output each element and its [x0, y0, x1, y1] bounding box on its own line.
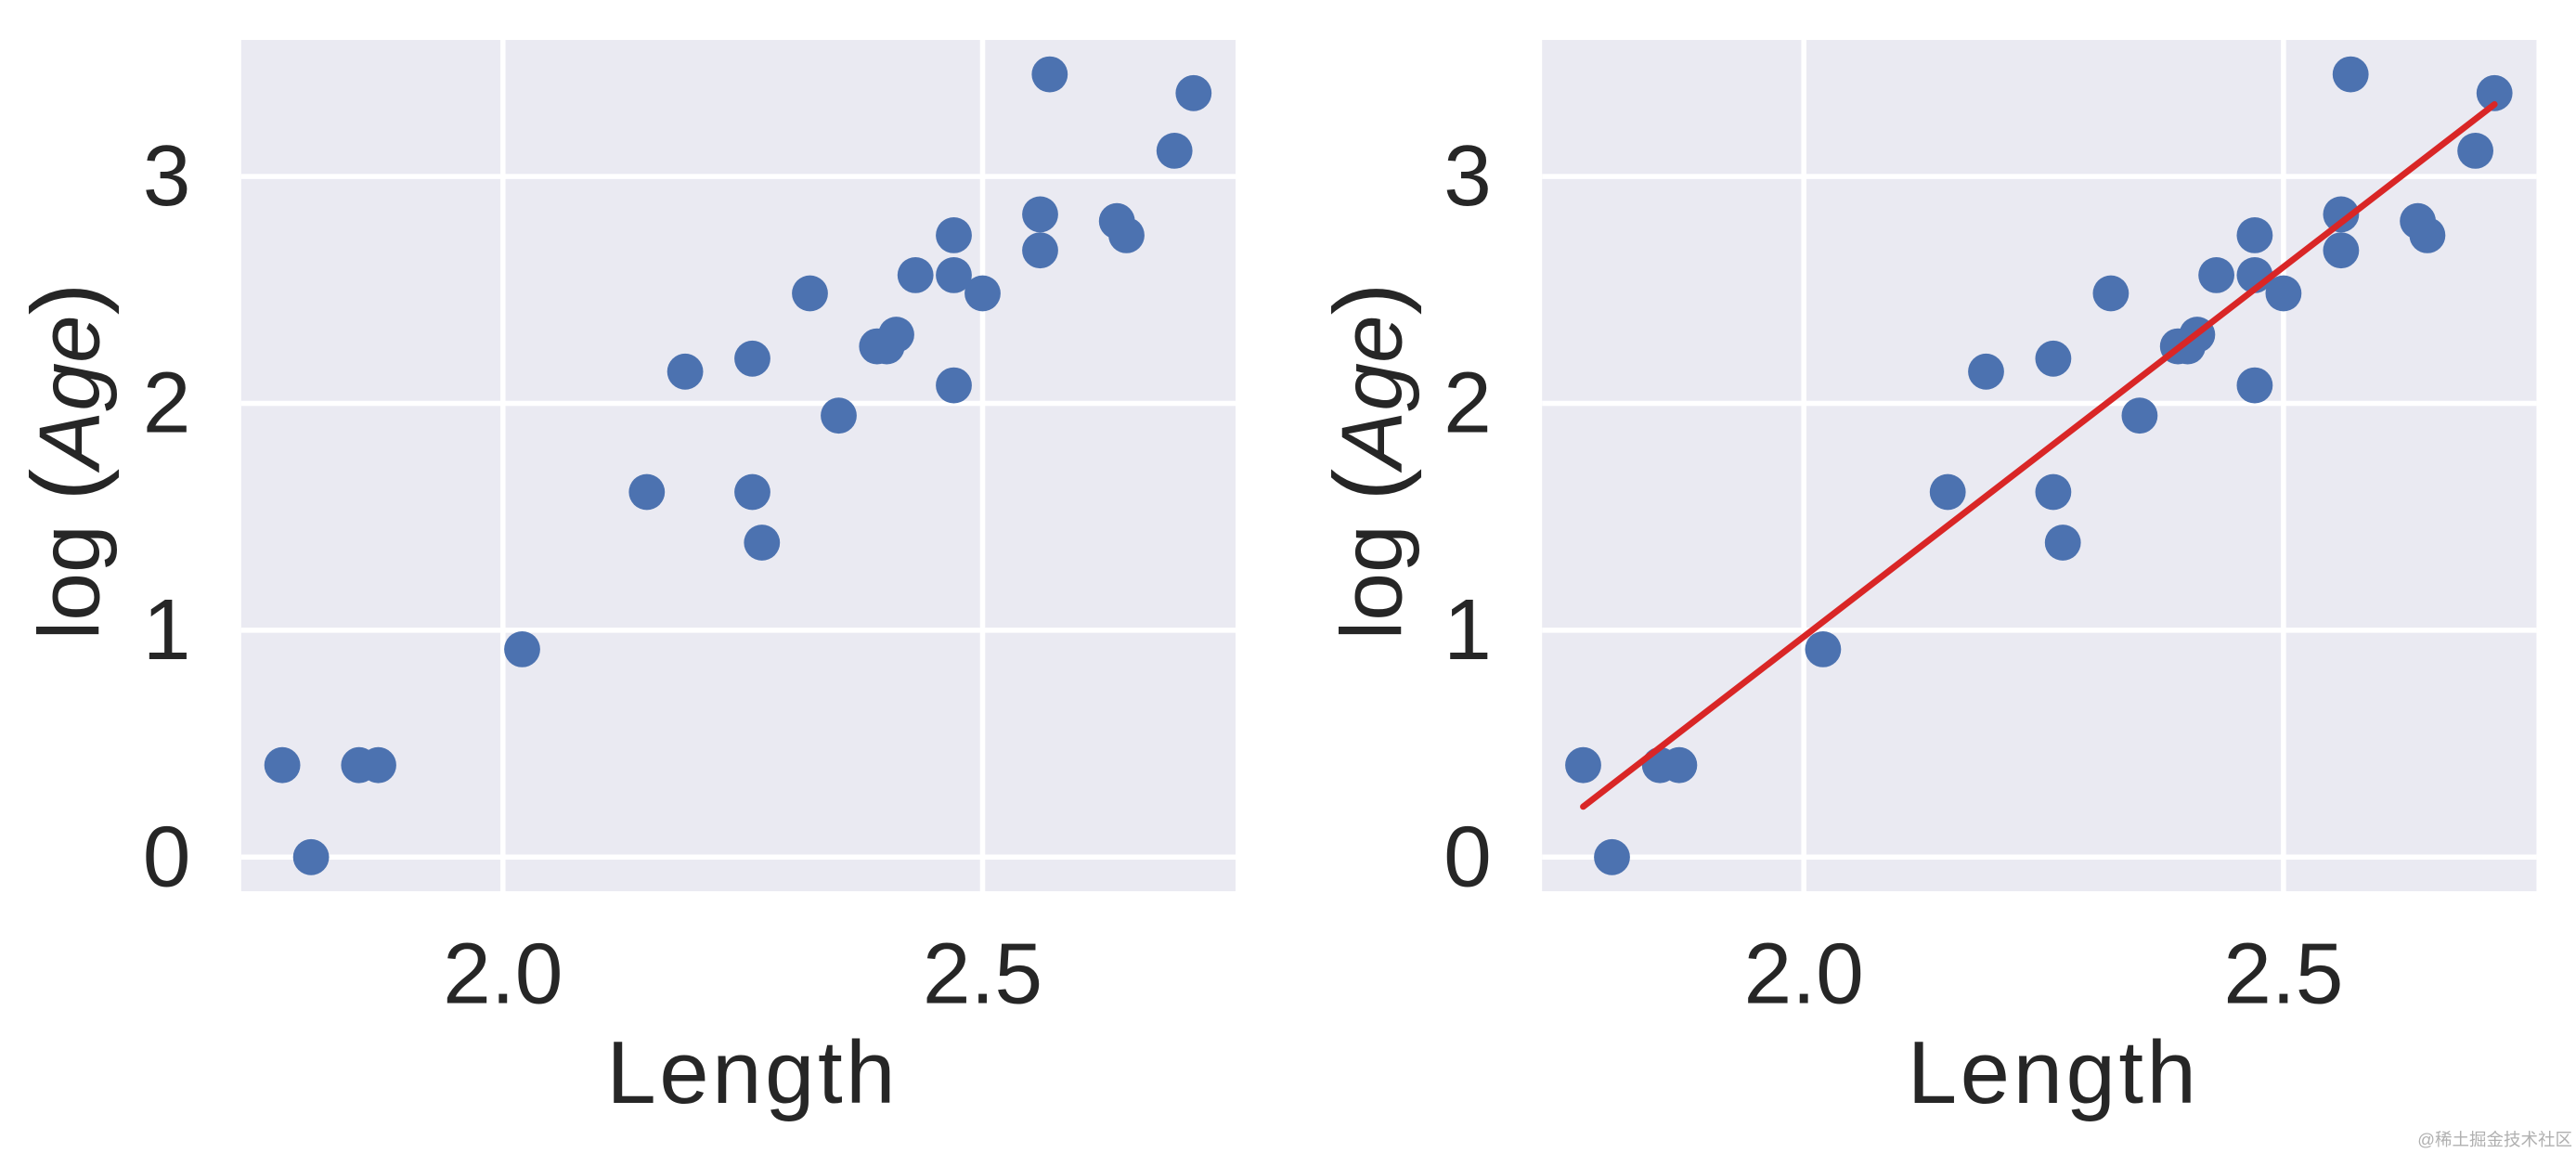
svg-text:Length: Length — [606, 1023, 899, 1122]
svg-text:2.5: 2.5 — [2223, 926, 2343, 1022]
svg-text:0: 0 — [143, 808, 191, 904]
svg-text:3: 3 — [1443, 127, 1492, 224]
svg-text:@稀土掘金技术社区: @稀土掘金技术社区 — [2417, 1130, 2572, 1149]
svg-text:3: 3 — [143, 127, 191, 224]
svg-text:2.0: 2.0 — [443, 926, 563, 1022]
svg-text:1: 1 — [1443, 581, 1492, 678]
svg-text:2: 2 — [143, 355, 191, 451]
svg-text:2.5: 2.5 — [923, 926, 1042, 1022]
svg-text:2.0: 2.0 — [1744, 926, 1864, 1022]
svg-text:Length: Length — [1908, 1023, 2200, 1122]
svg-text:1: 1 — [143, 581, 191, 678]
svg-text:2: 2 — [1443, 355, 1492, 451]
svg-text:log (Age): log (Age) — [1315, 283, 1423, 641]
svg-text:log (Age): log (Age) — [13, 283, 121, 641]
svg-text:0: 0 — [1443, 808, 1492, 904]
